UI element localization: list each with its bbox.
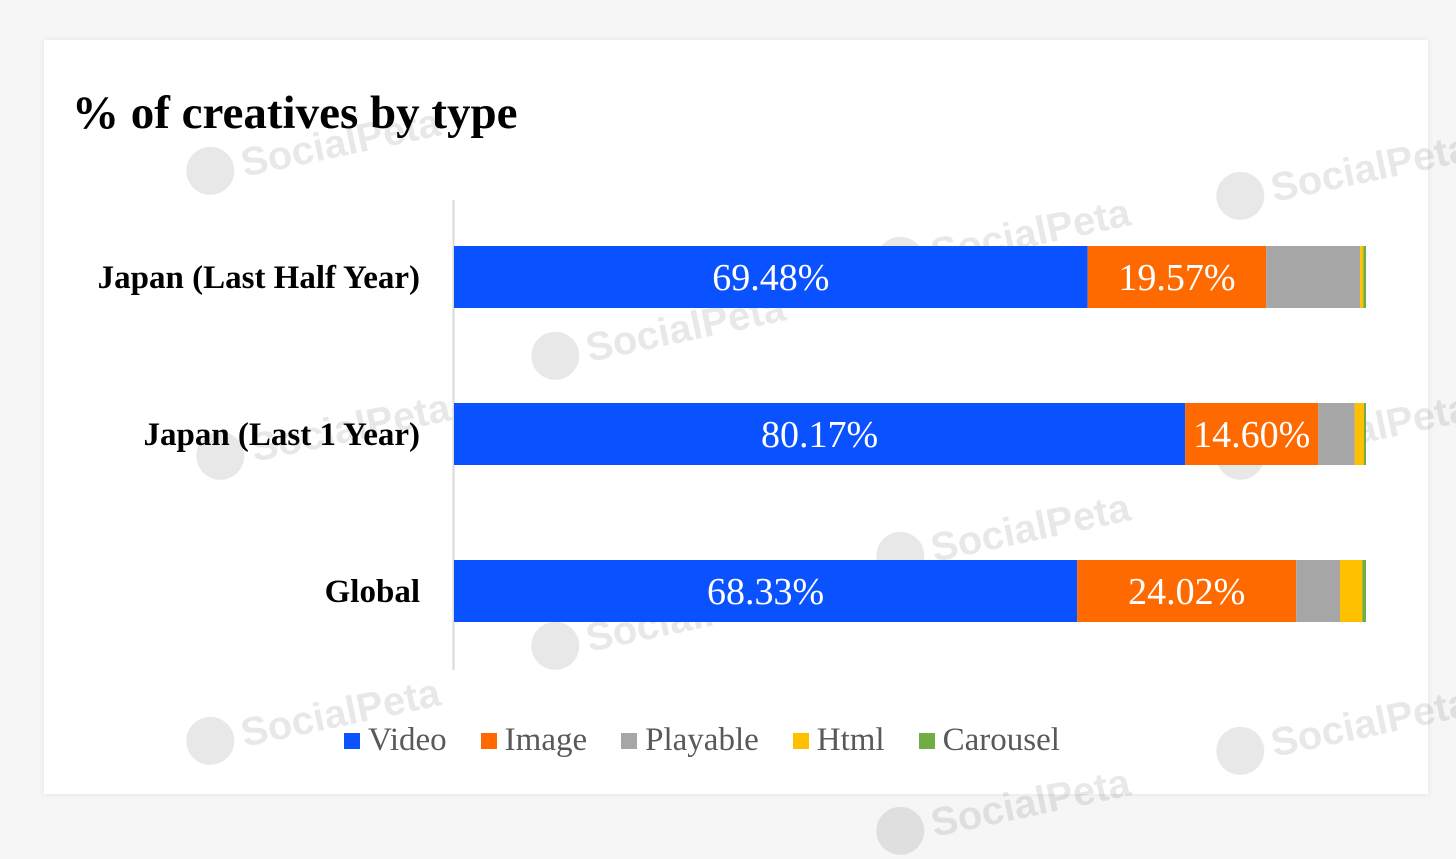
category-label: Global [325,574,420,610]
legend-swatch [621,732,638,749]
bar-segment-video [454,560,1078,622]
data-label: 68.33% [707,571,824,613]
bar-segment-video [454,403,1186,465]
legend-item-image: Image [480,722,588,759]
bar-segment-image [1087,246,1267,308]
legend: Video Image Playable Html Carousel [344,722,1060,759]
data-label: 24.02% [1128,571,1245,613]
legend-item-video: Video [344,722,447,759]
data-label: 19.57% [1118,257,1235,299]
legend-swatch [480,732,497,749]
bar-segment-html [1340,560,1363,622]
bar-segment-playable [1296,560,1341,622]
bar-segment-image [1077,560,1297,622]
legend-item-html: Html [792,722,885,759]
legend-label: Carousel [942,722,1060,758]
legend-label: Image [504,722,588,758]
bar-segment-html [1354,403,1364,465]
category-label: Japan (Last 1 Year) [143,417,420,453]
chart-card: SocialPeta SocialPeta SocialPeta SocialPeta… [44,40,1456,859]
bar-segment-playable [1318,403,1355,465]
watermark-logo-icon [871,802,929,859]
bar-segment-carousel [1363,246,1366,308]
bar-segment-carousel [1363,403,1366,465]
legend-swatch [792,732,809,749]
category-label: Japan (Last Half Year) [98,260,420,296]
bar-segment-playable [1266,246,1361,308]
legend-swatch [918,732,935,749]
legend-label: Html [816,722,885,758]
legend-label: Playable [645,722,759,758]
legend-item-playable: Playable [621,722,759,759]
data-label: 14.60% [1193,414,1310,456]
bar-segment-carousel [1362,560,1366,622]
stacked-bar-chart: Japan (Last Half Year) 69.48% 19.57% Japan … [98,200,1366,670]
bar-segment-image [1185,403,1319,465]
bar-segment-video [454,246,1088,308]
legend-swatch [344,732,360,749]
legend-label: Video [368,722,447,758]
data-label: 69.48% [712,257,829,299]
bar-segment-html [1360,246,1364,308]
chart-title: % of creatives by type [72,87,518,139]
data-label: 80.17% [761,414,878,456]
legend-item-carousel: Carousel [918,722,1060,759]
